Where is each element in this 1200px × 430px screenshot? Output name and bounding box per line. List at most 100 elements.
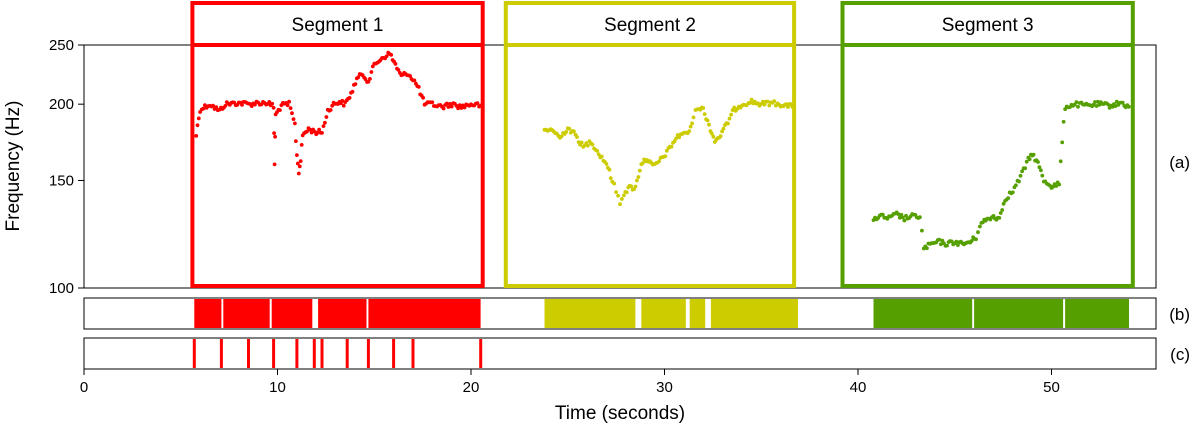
pitch-point bbox=[691, 115, 696, 120]
panel-c-frame bbox=[83, 337, 1157, 370]
y-axis: 100 150 200 250 bbox=[49, 37, 84, 297]
voiced-region bbox=[641, 299, 686, 328]
pitch-point bbox=[294, 139, 298, 144]
pitch-point bbox=[1039, 168, 1043, 173]
x-tick-label: 20 bbox=[463, 379, 480, 396]
pitch-point bbox=[1057, 182, 1062, 187]
pitch-point bbox=[1010, 190, 1015, 195]
voiced-region bbox=[223, 299, 270, 328]
pitch-point bbox=[978, 224, 982, 229]
pitch-point bbox=[772, 99, 777, 103]
pitch-point bbox=[384, 54, 389, 59]
pitch-point bbox=[203, 103, 207, 108]
pitch-point bbox=[270, 101, 275, 106]
x-axis: 0 10 20 30 40 50 bbox=[80, 369, 1060, 396]
pitch-point bbox=[267, 100, 272, 104]
pitch-point bbox=[315, 130, 320, 135]
pitch-point bbox=[296, 171, 301, 176]
panel-label-c: (c) bbox=[1170, 345, 1190, 364]
pitch-point bbox=[1024, 159, 1029, 164]
pitch-point bbox=[954, 239, 959, 244]
pitch-point bbox=[462, 105, 467, 110]
pitch-point bbox=[732, 105, 737, 110]
voiced-region bbox=[873, 299, 973, 328]
pitch-point bbox=[586, 143, 590, 148]
pitch-point bbox=[690, 121, 694, 126]
pitch-point bbox=[1060, 140, 1065, 145]
pitch-point bbox=[749, 97, 754, 102]
pitch-point bbox=[1027, 157, 1032, 162]
pitch-point bbox=[366, 79, 371, 84]
y-tick-label: 250 bbox=[49, 37, 74, 54]
pitch-point bbox=[271, 105, 276, 110]
pitch-point bbox=[211, 103, 215, 108]
pitch-point bbox=[596, 152, 601, 157]
pitch-point bbox=[444, 101, 449, 106]
pitch-point bbox=[309, 130, 314, 135]
pitch-point bbox=[1093, 100, 1097, 104]
pitch-point bbox=[290, 111, 294, 116]
pitch-point bbox=[896, 212, 901, 217]
pitch-point bbox=[897, 215, 902, 220]
pitch-point bbox=[287, 99, 291, 104]
pitch-point bbox=[321, 124, 326, 128]
pitch-point bbox=[590, 142, 595, 147]
panel-label-b: (b) bbox=[1169, 305, 1190, 324]
pitch-point bbox=[408, 74, 412, 78]
pitch-point bbox=[1054, 184, 1059, 188]
pitch-point bbox=[1114, 99, 1119, 104]
pitch-point bbox=[320, 131, 324, 135]
pitch-point bbox=[1113, 104, 1118, 108]
pitch-point bbox=[707, 122, 711, 127]
pitch-point bbox=[1006, 196, 1011, 201]
pitch-point bbox=[711, 134, 716, 139]
pitch-point bbox=[396, 68, 401, 72]
pitch-point bbox=[902, 218, 907, 223]
pitch-point bbox=[1000, 208, 1005, 212]
pitch-point bbox=[272, 131, 276, 136]
pitch-point bbox=[636, 175, 641, 179]
pitch-point bbox=[618, 202, 622, 207]
x-tick-label: 40 bbox=[850, 379, 867, 396]
pitch-point bbox=[369, 70, 374, 74]
x-tick-label: 0 bbox=[80, 379, 88, 396]
pitch-point bbox=[663, 154, 668, 159]
voiced-region bbox=[544, 299, 636, 328]
pitch-point bbox=[1017, 179, 1021, 184]
pitch-point bbox=[624, 190, 629, 195]
pitch-point bbox=[285, 103, 290, 108]
pitch-point bbox=[299, 143, 304, 147]
pitch-point bbox=[880, 212, 885, 217]
pitch-point bbox=[765, 99, 770, 104]
pitch-point bbox=[702, 112, 707, 116]
pitch-point bbox=[324, 115, 329, 119]
pitch-point bbox=[575, 135, 579, 139]
pitch-point bbox=[635, 178, 639, 183]
pitch-point bbox=[449, 104, 454, 109]
pitch-point bbox=[608, 176, 613, 181]
segment-2-label: Segment 2 bbox=[604, 15, 696, 36]
pitch-point bbox=[1020, 169, 1024, 174]
voiced-region bbox=[368, 299, 481, 328]
pitch-point bbox=[629, 184, 633, 189]
pitch-point bbox=[762, 102, 767, 107]
pitch-point bbox=[305, 129, 309, 134]
pitch-point bbox=[564, 130, 569, 134]
pitch-point bbox=[1127, 104, 1131, 109]
segment-3-label: Segment 3 bbox=[942, 15, 1034, 36]
pitch-point bbox=[599, 154, 604, 159]
pitch-point bbox=[1096, 99, 1100, 104]
y-tick-label: 150 bbox=[49, 172, 74, 189]
pitch-point bbox=[350, 89, 355, 94]
pitch-point bbox=[223, 104, 228, 108]
pitch-point bbox=[614, 190, 618, 195]
pitch-point bbox=[705, 118, 710, 123]
pitch-point bbox=[612, 181, 617, 186]
pitch-point bbox=[448, 102, 452, 106]
pitch-point bbox=[901, 215, 905, 220]
voiced-region bbox=[974, 299, 1064, 328]
pitch-point bbox=[1076, 104, 1080, 109]
pitch-point bbox=[559, 134, 564, 139]
pitch-point bbox=[937, 237, 942, 242]
pitch-point bbox=[389, 53, 394, 57]
